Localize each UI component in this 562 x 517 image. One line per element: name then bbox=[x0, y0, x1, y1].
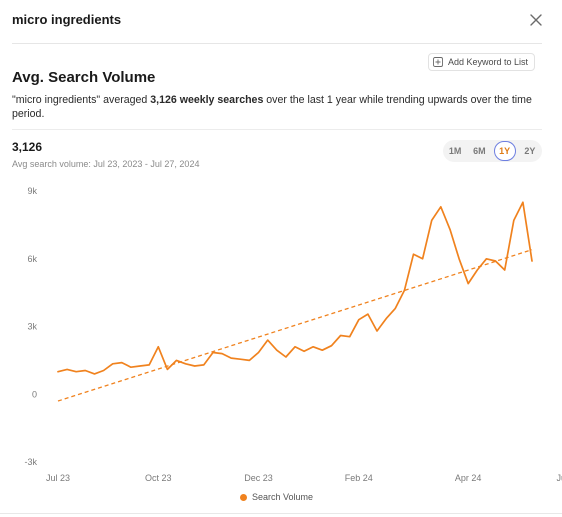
summary-mid: averaged bbox=[100, 94, 151, 106]
search-volume-point bbox=[431, 219, 433, 221]
x-tick-label: Apr 24 bbox=[455, 473, 482, 483]
search-volume-point bbox=[312, 346, 314, 348]
search-volume-point bbox=[130, 366, 132, 368]
trend-line bbox=[57, 249, 533, 402]
search-volume-chart: 9k 6k 3k 0 -3k Jul 23 Oct 23 Dec 23 Feb 24 Apr 24… bbox=[24, 186, 562, 483]
chart-legend: Search Volume bbox=[240, 492, 313, 502]
search-volume-point bbox=[121, 362, 123, 364]
legend-dot-icon bbox=[240, 493, 247, 501]
legend-label: Search Volume bbox=[252, 492, 314, 502]
search-volume-point bbox=[504, 269, 506, 271]
search-volume-point bbox=[148, 364, 150, 366]
search-volume-point bbox=[93, 373, 95, 375]
search-volume-point bbox=[303, 350, 305, 352]
search-volume-point bbox=[449, 228, 451, 230]
search-volume-point bbox=[203, 364, 205, 366]
search-volume-point bbox=[157, 346, 159, 348]
search-volume-point bbox=[403, 289, 405, 291]
search-volume-point bbox=[367, 313, 369, 315]
x-tick-label: Oct 23 bbox=[145, 473, 172, 483]
add-keyword-label: Add Keyword to List bbox=[448, 57, 529, 67]
y-tick-label: -3k bbox=[24, 457, 37, 467]
range-selector: 1M 6M 1Y 2Y bbox=[443, 140, 542, 162]
search-volume-point bbox=[467, 283, 469, 285]
search-volume-point bbox=[84, 370, 86, 372]
search-volume-point bbox=[294, 346, 296, 348]
search-volume-point bbox=[485, 258, 487, 260]
search-volume-point bbox=[349, 336, 351, 338]
search-volume-point bbox=[166, 368, 168, 370]
search-volume-point bbox=[376, 330, 378, 332]
search-volume-point bbox=[321, 349, 323, 351]
search-volume-point bbox=[112, 363, 114, 365]
search-volume-point bbox=[103, 370, 105, 372]
search-volume-point bbox=[258, 351, 260, 353]
search-volume-point bbox=[176, 359, 178, 361]
search-volume-point bbox=[221, 353, 223, 355]
panel-title: micro ingredients bbox=[12, 12, 122, 27]
avg-label: Avg search volume: Jul 23, 2023 - Jul 27… bbox=[12, 159, 200, 169]
search-volume-point bbox=[57, 371, 59, 373]
search-volume-point bbox=[248, 359, 250, 361]
search-volume-point bbox=[476, 269, 478, 271]
search-volume-point bbox=[385, 318, 387, 320]
section-divider bbox=[12, 129, 542, 130]
add-keyword-button[interactable]: Add Keyword to List bbox=[428, 53, 536, 71]
section-heading: Avg. Search Volume bbox=[12, 69, 156, 86]
range-option-6m[interactable]: 6M bbox=[473, 146, 486, 156]
plus-square-icon bbox=[433, 57, 443, 67]
search-volume-point bbox=[194, 365, 196, 367]
range-option-1m[interactable]: 1M bbox=[448, 146, 462, 156]
search-volume-point bbox=[139, 365, 141, 367]
header-divider bbox=[12, 43, 542, 44]
x-tick-label: Feb 24 bbox=[345, 473, 373, 483]
search-volume-point bbox=[239, 358, 241, 360]
range-option-1y[interactable]: 1Y bbox=[493, 141, 516, 161]
search-volume-point bbox=[394, 307, 396, 309]
search-volume-point bbox=[440, 206, 442, 208]
search-volume-point bbox=[66, 368, 68, 370]
search-volume-point bbox=[212, 351, 214, 353]
search-volume-point bbox=[422, 258, 424, 260]
search-volume-series-line bbox=[57, 201, 533, 375]
search-volume-point bbox=[276, 349, 278, 351]
search-volume-point bbox=[495, 260, 497, 262]
close-icon[interactable] bbox=[528, 12, 544, 28]
search-volume-point bbox=[340, 335, 342, 337]
y-tick-label: 3k bbox=[27, 322, 37, 332]
x-tick-label: Jul 24 bbox=[556, 473, 562, 483]
avg-value: 3,126 bbox=[12, 140, 43, 154]
summary-end: over the last 1 year while trending upwa… bbox=[12, 94, 532, 120]
bottom-border bbox=[0, 513, 562, 514]
summary-keyword: "micro ingredients" bbox=[12, 94, 101, 106]
search-volume-point bbox=[285, 356, 287, 358]
search-volume-point bbox=[330, 345, 332, 347]
y-tick-label: 0 bbox=[32, 389, 37, 399]
summary-bold: 3,126 weekly searches bbox=[150, 94, 264, 106]
y-tick-label: 6k bbox=[27, 254, 37, 264]
search-volume-point bbox=[413, 253, 415, 255]
y-tick-label: 9k bbox=[27, 186, 37, 196]
search-volume-point bbox=[513, 219, 515, 221]
search-volume-point bbox=[531, 260, 533, 262]
x-tick-label: Dec 23 bbox=[244, 473, 273, 483]
search-volume-point bbox=[230, 357, 232, 359]
x-tick-label: Jul 23 bbox=[46, 473, 70, 483]
summary-text: "micro ingredients" averaged 3,126 weekl… bbox=[12, 93, 547, 121]
range-option-2y[interactable]: 2Y bbox=[524, 146, 536, 156]
search-volume-point bbox=[358, 319, 360, 321]
search-volume-point bbox=[185, 363, 187, 365]
search-volume-point bbox=[75, 371, 77, 373]
search-volume-point bbox=[267, 339, 269, 341]
search-volume-point bbox=[458, 258, 460, 260]
search-volume-point bbox=[522, 201, 524, 203]
